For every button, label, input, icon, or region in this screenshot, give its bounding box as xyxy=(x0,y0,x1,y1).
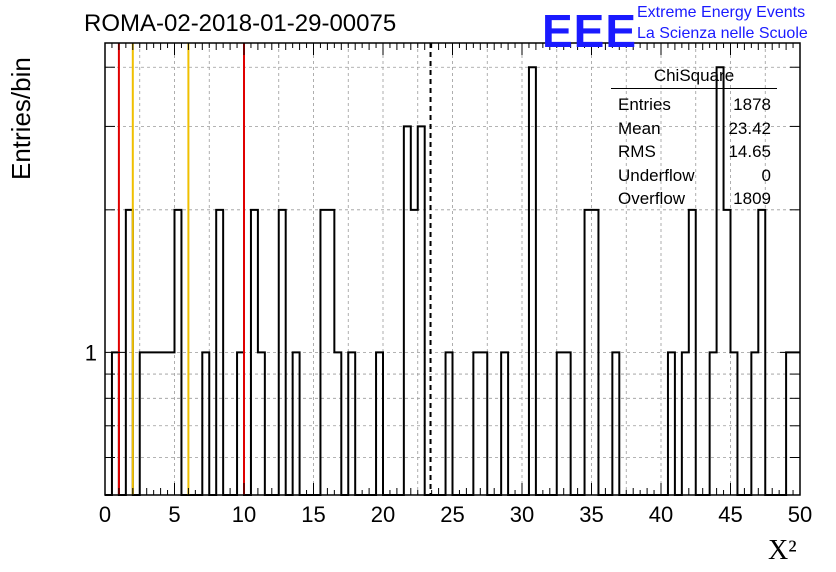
stats-title: ChiSquare xyxy=(611,66,777,89)
stats-label: Underflow xyxy=(618,165,695,185)
stats-value: 0 xyxy=(761,165,771,185)
x-tick-label: 10 xyxy=(232,502,256,527)
stats-label: Overflow xyxy=(618,189,686,208)
histogram-bin xyxy=(529,67,536,495)
chart-title: ROMA-02-2018-01-29-00075 xyxy=(84,10,397,37)
stats-label: Entries xyxy=(618,95,671,114)
histogram-bin xyxy=(501,352,508,495)
histogram-bin xyxy=(237,352,244,495)
stats-row-entries: Entries 1878 xyxy=(611,93,777,117)
histogram-bin xyxy=(480,352,487,495)
histogram-bin xyxy=(710,352,717,495)
x-tick-label: 45 xyxy=(718,502,742,527)
stats-row-mean: Mean 23.42 xyxy=(611,117,777,141)
histogram-bin xyxy=(418,126,425,495)
stats-row-underflow: Underflow 0 xyxy=(611,164,777,188)
y-axis-label: Entries/bin xyxy=(6,57,36,180)
histogram-bin xyxy=(689,210,696,495)
histogram-bin xyxy=(411,210,418,495)
x-tick-label: 15 xyxy=(301,502,325,527)
histogram-bin xyxy=(564,352,571,495)
stats-row-rms: RMS 14.65 xyxy=(611,140,777,164)
histogram-bin xyxy=(251,210,258,495)
histogram-bin xyxy=(161,352,168,495)
x-tick-label: 30 xyxy=(510,502,534,527)
histogram-bin xyxy=(126,210,133,495)
histogram-bin xyxy=(348,352,355,495)
stats-value: 23.42 xyxy=(728,118,771,138)
histogram-bin xyxy=(446,352,453,495)
histogram-bin xyxy=(202,352,209,495)
histogram-bin xyxy=(668,352,675,495)
x-tick-label: 50 xyxy=(788,502,812,527)
histogram-bin xyxy=(612,352,619,495)
histogram-bin xyxy=(585,210,592,495)
logo-line-2: La Scienza nelle Scuole xyxy=(637,25,808,42)
histogram-bin xyxy=(140,352,147,495)
stats-value: 1809 xyxy=(733,189,771,208)
histogram-bin xyxy=(376,352,383,495)
x-tick-label: 40 xyxy=(649,502,673,527)
y-tick-label: 1 xyxy=(85,340,97,365)
histogram-bin xyxy=(557,352,564,495)
histogram-bin xyxy=(473,352,480,495)
stats-box: ChiSquare Entries 1878 Mean 23.42 RMS 14.65… xyxy=(611,66,777,211)
x-tick-label: 5 xyxy=(168,502,180,527)
x-axis-label: X² xyxy=(768,535,797,566)
stats-value: 1878 xyxy=(733,95,771,114)
x-tick-label: 0 xyxy=(99,502,111,527)
logo-line-1: Extreme Energy Events xyxy=(637,4,806,21)
histogram-bin xyxy=(758,210,765,495)
histogram-bin xyxy=(168,352,175,495)
histogram-bin xyxy=(293,352,300,495)
histogram-bin xyxy=(216,210,223,495)
histogram-bin xyxy=(334,352,341,495)
histogram-bin xyxy=(724,210,731,495)
x-tick-label: 20 xyxy=(371,502,395,527)
x-tick-label: 35 xyxy=(579,502,603,527)
eee-logo: EEE xyxy=(542,5,638,57)
histogram-bin xyxy=(592,210,599,495)
stats-label: Mean xyxy=(618,118,661,138)
histogram-bin xyxy=(154,352,161,495)
histogram-bin xyxy=(320,210,327,495)
histogram-bin xyxy=(327,210,334,495)
histogram-bin xyxy=(404,126,411,495)
histogram-bin xyxy=(147,352,154,495)
histogram-bin xyxy=(731,352,738,495)
histogram-bin xyxy=(751,352,758,495)
stats-label: RMS xyxy=(618,142,656,161)
stats-value: 14.65 xyxy=(728,142,771,161)
x-tick-label: 25 xyxy=(440,502,464,527)
histogram-bin xyxy=(279,210,286,495)
histogram-bin xyxy=(682,352,689,495)
histogram-bin xyxy=(175,210,182,495)
histogram-bin xyxy=(258,352,265,495)
stats-row-overflow: Overflow 1809 xyxy=(611,187,777,211)
